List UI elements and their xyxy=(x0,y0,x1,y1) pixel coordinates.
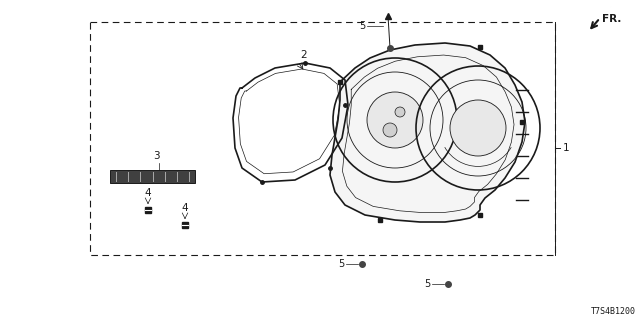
Text: 1: 1 xyxy=(563,143,570,153)
Polygon shape xyxy=(330,43,525,222)
Text: FR.: FR. xyxy=(602,14,621,24)
Text: 4: 4 xyxy=(182,203,188,213)
Text: 5: 5 xyxy=(359,21,365,31)
Text: 5: 5 xyxy=(424,279,430,289)
Text: 5: 5 xyxy=(338,259,344,269)
Text: 3: 3 xyxy=(153,151,159,161)
Bar xyxy=(110,170,195,183)
Text: 2: 2 xyxy=(300,50,307,60)
Text: T7S4B1200: T7S4B1200 xyxy=(591,307,636,316)
Circle shape xyxy=(383,123,397,137)
Bar xyxy=(90,22,555,255)
Circle shape xyxy=(367,92,423,148)
Circle shape xyxy=(395,107,405,117)
Text: 4: 4 xyxy=(145,188,151,198)
Circle shape xyxy=(450,100,506,156)
